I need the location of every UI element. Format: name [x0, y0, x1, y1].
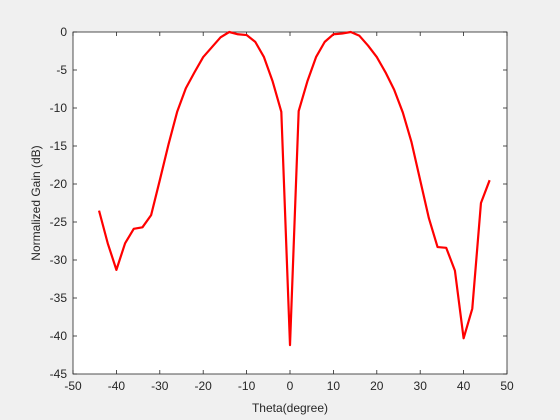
y-tick-label: -15	[50, 139, 68, 153]
x-tick-label: -10	[238, 379, 256, 393]
y-tick-label: -5	[56, 63, 67, 77]
y-tick-label: -35	[50, 291, 68, 305]
x-tick-label: 30	[414, 379, 428, 393]
y-tick-label: -20	[50, 177, 68, 191]
y-axis-label: Normalized Gain (dB)	[29, 145, 43, 260]
x-tick-label: -40	[108, 379, 126, 393]
x-axis-label: Theta(degree)	[252, 401, 328, 415]
data-line	[97, 30, 491, 347]
x-tick-label: -30	[151, 379, 169, 393]
x-tick-label: -50	[64, 379, 82, 393]
y-tick-label: -25	[50, 215, 68, 229]
y-tick-label: -10	[50, 101, 68, 115]
y-tick-label: -30	[50, 253, 68, 267]
y-tick-label: -45	[50, 367, 68, 381]
x-tick-label: 20	[370, 379, 384, 393]
x-tick-label: 50	[500, 379, 514, 393]
y-tick-label: 0	[60, 25, 67, 39]
x-tick-label: 0	[287, 379, 294, 393]
x-tick-label: 40	[457, 379, 471, 393]
x-tick-label: 10	[327, 379, 341, 393]
x-tick-label: -20	[195, 379, 213, 393]
y-tick-label: -40	[50, 329, 68, 343]
